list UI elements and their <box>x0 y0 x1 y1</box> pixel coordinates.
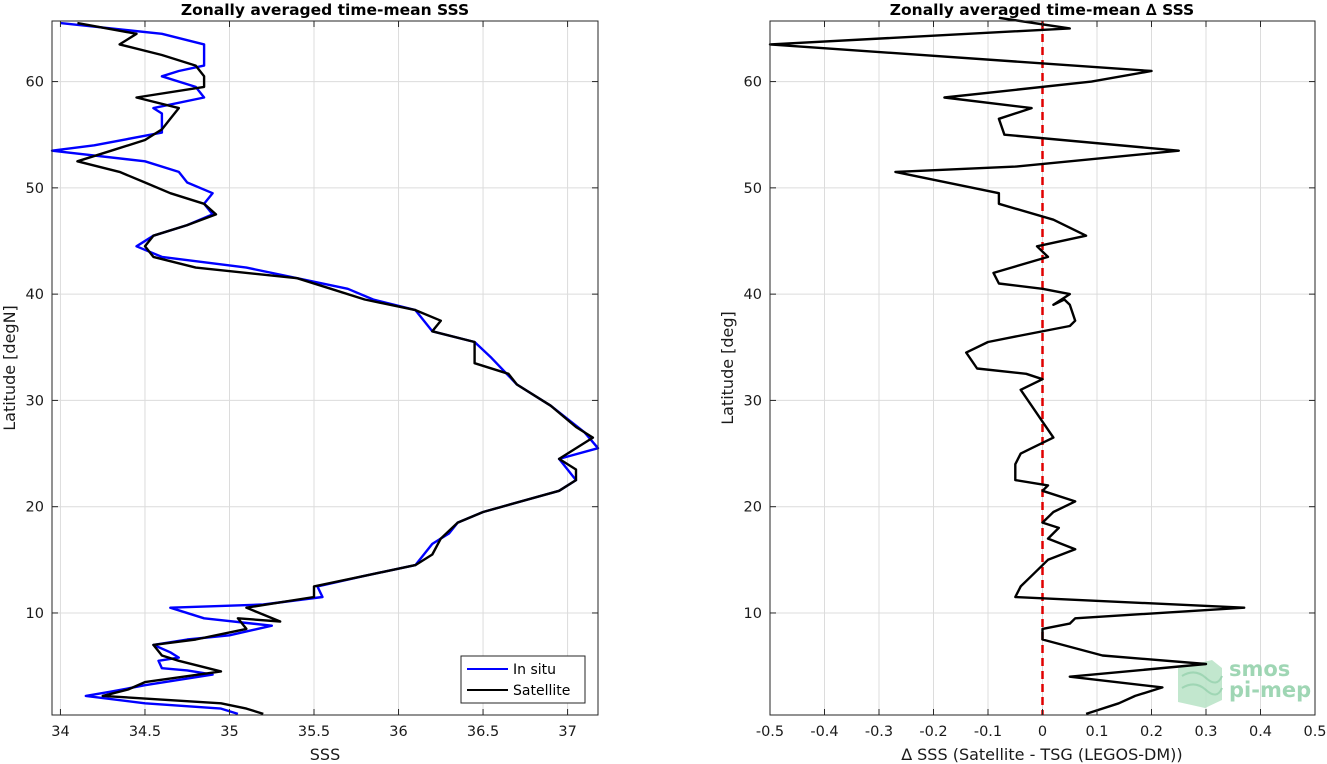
legend-label-in-situ: In situ <box>513 662 556 678</box>
right-chart-title: Zonally averaged time-mean ∆ SSS <box>890 1 1194 19</box>
left-ytick-label: 50 <box>26 181 44 197</box>
left-series-line-satellite <box>76 21 595 716</box>
watermark-wave-detail <box>1181 671 1223 696</box>
chart-legend: In situ Satellite <box>460 655 586 704</box>
watermark-line1: smos <box>1229 657 1290 681</box>
right-xtick-label: 0.2 <box>1140 724 1163 740</box>
right-ytick-label: 10 <box>744 606 762 622</box>
right-xtick-label: 0.1 <box>1085 724 1108 740</box>
left-ytick-label: 60 <box>26 75 44 91</box>
left-xtick-label: 34.5 <box>129 724 161 740</box>
right-xtick-label: 0.5 <box>1303 724 1326 740</box>
right-xtick-label: -0.3 <box>865 724 893 740</box>
watermark-line2: pi-mep <box>1229 678 1311 702</box>
left-ytick-label: 40 <box>26 287 44 303</box>
right-chart-ticks: -0.5 -0.4 -0.3 -0.2 -0.1 0 0.1 0.2 0.3 0.4 0.5 10 20… <box>744 21 1327 740</box>
right-chart-panel: smos pi-mep -0.5 -0.4 -0.3 -0.2 -0.1 0 0.1 0.2 0… <box>718 1 1327 764</box>
left-xtick-label: 36 <box>389 724 407 740</box>
legend-box <box>460 655 586 704</box>
right-xtick-label: 0.4 <box>1249 724 1272 740</box>
right-xtick-label: -0.4 <box>810 724 838 740</box>
right-xtick-label: -0.1 <box>974 724 1002 740</box>
left-chart-ylabel: Latitude [degN] <box>0 305 19 431</box>
left-ytick-label: 20 <box>26 500 44 516</box>
right-series-line-delta-sss <box>768 16 1246 716</box>
left-ytick-label: 30 <box>26 393 44 409</box>
right-ytick-label: 60 <box>744 75 762 91</box>
legend-label-satellite: Satellite <box>513 683 570 699</box>
right-xtick-label: 0.3 <box>1194 724 1217 740</box>
right-ytick-label: 50 <box>744 181 762 197</box>
right-chart-xlabel: ∆ SSS (Satellite - TSG (LEGOS-DM)) <box>900 745 1182 764</box>
left-xtick-label: 34 <box>51 724 69 740</box>
left-xtick-label: 36.5 <box>467 724 499 740</box>
left-xtick-label: 35.5 <box>298 724 330 740</box>
left-xtick-label: 35 <box>220 724 238 740</box>
left-chart-panel: 34 34.5 35 35.5 36 36.5 37 10 20 30 40 50 60 Zonally… <box>0 1 600 764</box>
right-ytick-label: 30 <box>744 393 762 409</box>
right-xtick-label: -0.2 <box>919 724 947 740</box>
left-ytick-label: 10 <box>26 606 44 622</box>
right-chart-series <box>768 16 1246 716</box>
left-chart-frame <box>52 21 598 715</box>
left-chart-ticks: 34 34.5 35 35.5 36 36.5 37 10 20 30 40 50 60 <box>26 21 598 740</box>
left-chart-title: Zonally averaged time-mean SSS <box>181 1 469 19</box>
left-chart-series <box>50 21 600 716</box>
left-xtick-label: 37 <box>558 724 576 740</box>
right-chart-ylabel: Latitude [deg] <box>718 311 737 425</box>
right-xtick-label: 0 <box>1038 724 1047 740</box>
right-xtick-label: -0.5 <box>756 724 784 740</box>
right-ytick-label: 20 <box>744 500 762 516</box>
right-ytick-label: 40 <box>744 287 762 303</box>
smos-pi-mep-watermark: smos pi-mep <box>1178 657 1311 708</box>
left-chart-axes-box <box>51 20 599 716</box>
left-chart-xlabel: SSS <box>310 745 340 764</box>
